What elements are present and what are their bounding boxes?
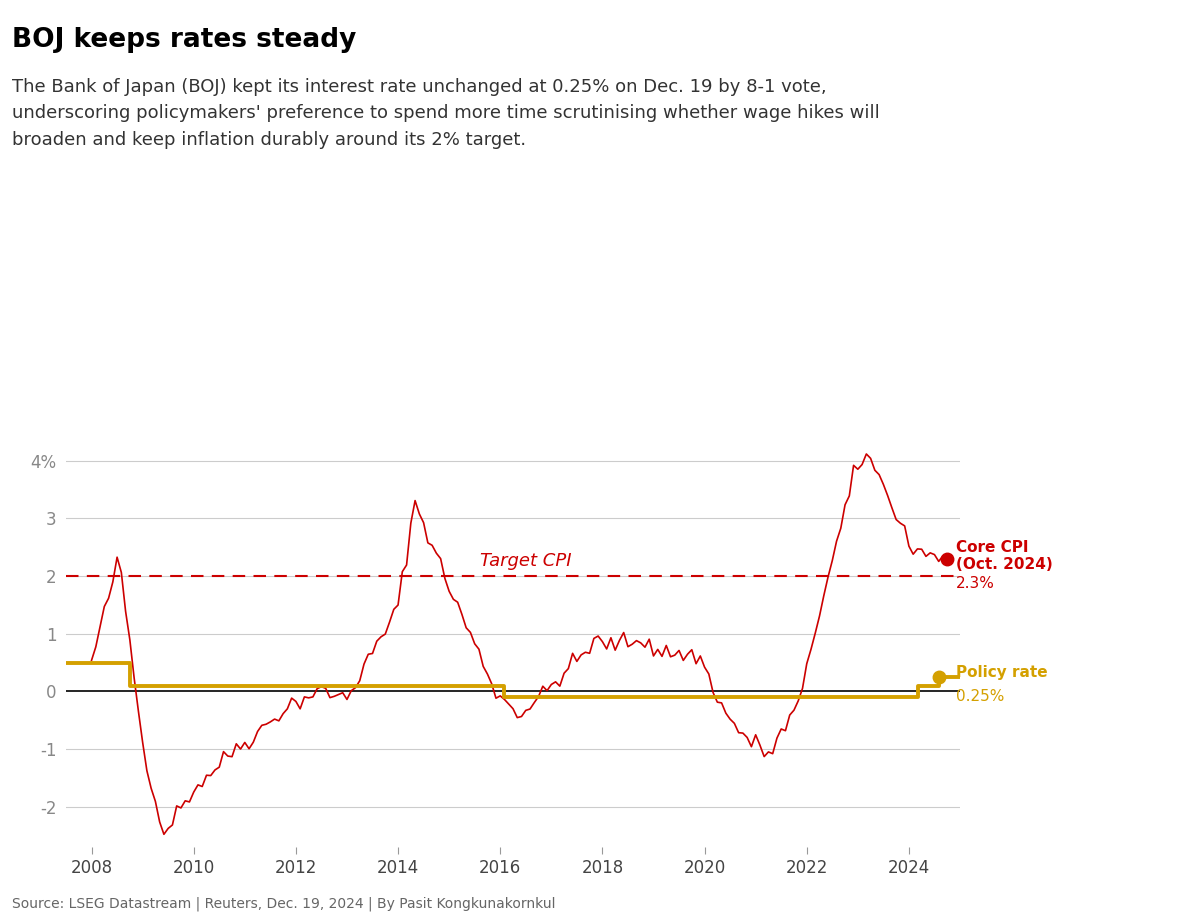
Text: Policy rate: Policy rate — [956, 666, 1048, 681]
Text: BOJ keeps rates steady: BOJ keeps rates steady — [12, 27, 356, 53]
Text: Core CPI
(Oct. 2024): Core CPI (Oct. 2024) — [956, 540, 1052, 572]
Text: The Bank of Japan (BOJ) kept its interest rate unchanged at 0.25% on Dec. 19 by : The Bank of Japan (BOJ) kept its interes… — [12, 78, 880, 148]
Text: Target CPI: Target CPI — [480, 552, 571, 571]
Text: Source: LSEG Datastream | Reuters, Dec. 19, 2024 | By Pasit Kongkunakornkul: Source: LSEG Datastream | Reuters, Dec. … — [12, 897, 556, 911]
Text: 2.3%: 2.3% — [956, 576, 995, 591]
Text: 0.25%: 0.25% — [956, 689, 1004, 703]
